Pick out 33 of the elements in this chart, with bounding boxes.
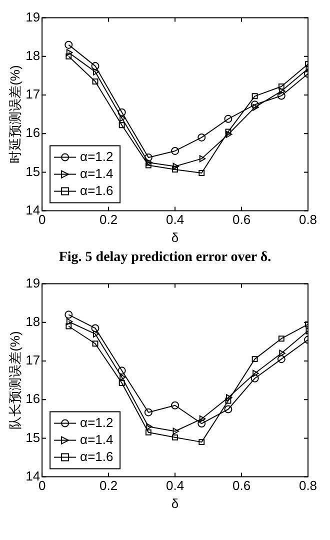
x-axis-title: δ (171, 230, 179, 245)
legend-label: α=1.2 (80, 414, 114, 430)
x-tick-label: 0.8 (298, 478, 318, 494)
x-tick-label: 0 (38, 478, 46, 494)
legend-label: α=1.6 (80, 182, 114, 198)
caption: Fig. 5 delay prediction error over δ. (58, 250, 272, 266)
y-tick-label: 17 (26, 352, 40, 368)
y-axis-title: 队长预测误差(%) (7, 331, 22, 430)
y-tick-label: 18 (26, 48, 40, 63)
y-tick-label: 14 (26, 468, 40, 484)
x-tick-label: 0.4 (166, 212, 184, 228)
y-tick-label: 14 (26, 202, 40, 218)
x-tick-label: 0.2 (100, 212, 118, 228)
x-tick-label: 0.6 (232, 212, 251, 228)
legend-label: α=1.2 (80, 148, 114, 164)
legend-label: α=1.6 (80, 448, 114, 464)
x-tick-label: 0.8 (298, 212, 318, 228)
y-tick-label: 19 (26, 9, 40, 24)
legend-label: α=1.4 (80, 432, 114, 447)
y-tick-label: 17 (26, 86, 40, 102)
x-tick-label: 0 (38, 212, 46, 228)
x-tick-label: 0.6 (232, 478, 251, 494)
y-tick-label: 16 (26, 391, 40, 406)
legend-label: α=1.4 (80, 166, 114, 181)
x-axis-title: δ (171, 496, 179, 511)
x-tick-label: 0.2 (100, 478, 118, 494)
y-tick-label: 19 (26, 275, 40, 290)
y-tick-label: 15 (26, 164, 40, 179)
y-tick-label: 16 (26, 125, 40, 140)
y-axis-title: 时延预测误差(%) (7, 65, 22, 164)
y-tick-label: 18 (26, 314, 40, 329)
x-tick-label: 0.4 (166, 478, 184, 494)
y-tick-label: 15 (26, 430, 40, 445)
